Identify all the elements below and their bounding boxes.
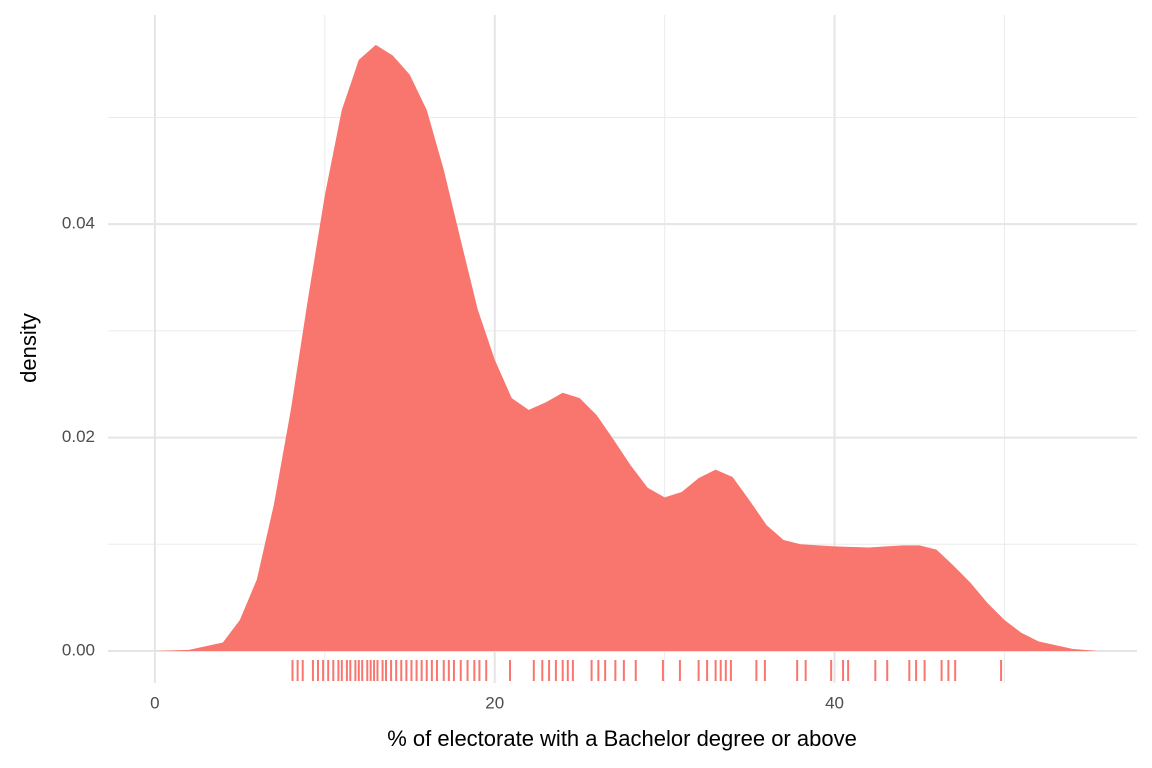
x-tick-label: 0 bbox=[150, 693, 159, 712]
y-tick-label: 0.00 bbox=[62, 640, 95, 659]
x-axis-title: % of electorate with a Bachelor degree o… bbox=[387, 726, 857, 751]
density-area bbox=[154, 44, 1098, 651]
x-tick-label: 40 bbox=[825, 693, 844, 712]
x-tick-label: 20 bbox=[485, 693, 504, 712]
y-tick-label: 0.04 bbox=[62, 214, 95, 233]
y-axis-title: density bbox=[16, 313, 41, 383]
y-tick-label: 0.02 bbox=[62, 427, 95, 446]
